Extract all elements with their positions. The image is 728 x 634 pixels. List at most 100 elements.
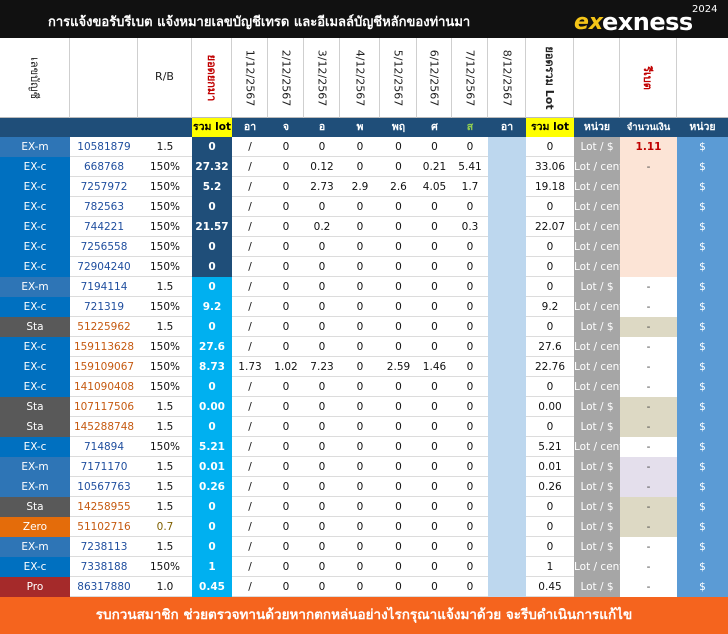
table-row: EX-c 159113628 150% 27.6 / 0 0 0 0 0 0 27.6 Lot / ce… bbox=[0, 337, 728, 357]
unit: Lot / cent bbox=[574, 337, 620, 357]
total-lot: 9.2 bbox=[541, 301, 559, 313]
header-rb-col: R/B bbox=[138, 38, 192, 118]
total-lot: 0 bbox=[546, 521, 554, 533]
account-number: 159113628 bbox=[73, 341, 135, 353]
currency: $ bbox=[677, 457, 728, 477]
total-lot: 22.76 bbox=[534, 361, 566, 373]
carried-total: 0 bbox=[192, 137, 232, 157]
sub-total-lot: รวม lot bbox=[192, 118, 232, 137]
day-7-lot: 0 bbox=[466, 461, 474, 473]
sub-unit: หน่วย bbox=[583, 121, 611, 133]
day-7-lot: 0 bbox=[466, 361, 474, 373]
rebate-rate: 150% bbox=[149, 221, 181, 233]
rebate-amount: - bbox=[620, 277, 677, 297]
day-1-lot: / bbox=[248, 161, 252, 173]
day-2-lot: 0 bbox=[282, 161, 290, 173]
header-rebate-label: รีเบต bbox=[641, 65, 654, 90]
day-7-lot: 0 bbox=[466, 261, 474, 273]
account-type: Sta bbox=[0, 397, 70, 417]
day-7-lot: 0 bbox=[466, 201, 474, 213]
day-1-lot: / bbox=[248, 461, 252, 473]
day-4-lot: 2.9 bbox=[351, 181, 369, 193]
rebate-rate: 1.5 bbox=[156, 421, 174, 433]
rebate-rate: 0.7 bbox=[156, 521, 174, 533]
day-8-lot bbox=[488, 457, 526, 477]
day-4-lot: 0 bbox=[356, 301, 364, 313]
day-7-lot: 0 bbox=[466, 341, 474, 353]
day-3-lot: 0 bbox=[318, 241, 326, 253]
total-lot: 0 bbox=[546, 281, 554, 293]
rebate-rate: 1.5 bbox=[156, 401, 174, 413]
rebate-rate: 150% bbox=[149, 441, 181, 453]
header-date-label: 6/12/2567 bbox=[427, 49, 441, 106]
account-type: EX-c bbox=[0, 257, 70, 277]
account-number: 51225962 bbox=[77, 321, 131, 333]
currency: $ bbox=[677, 437, 728, 457]
rebate-table: EX-m 10581879 1.5 0/0 0 0 0 0 0 0 Lot / $1.11 $ EX-c… bbox=[0, 137, 728, 597]
top-bar: การแจ้งขอรับรีเบต แจ้งหมายเลขบัญชีเทรด แ… bbox=[0, 0, 728, 38]
day-4-lot: 0 bbox=[356, 241, 364, 253]
sub-day: ส bbox=[466, 121, 474, 133]
rebate-amount bbox=[620, 197, 677, 217]
day-2-lot: 0 bbox=[282, 241, 290, 253]
day-3-lot: 0 bbox=[318, 321, 326, 333]
rebate-amount bbox=[620, 217, 677, 237]
header-date-5: 5/12/2567 bbox=[380, 38, 417, 118]
day-7-lot: 0 bbox=[466, 401, 474, 413]
day-4-lot: 0 bbox=[356, 261, 364, 273]
account-number: 7338188 bbox=[80, 561, 128, 573]
day-2-lot: 0 bbox=[282, 221, 290, 233]
header-slot-label: ยอดยกมา bbox=[204, 54, 218, 101]
day-1-lot: / bbox=[248, 201, 252, 213]
day-6-lot: 0 bbox=[431, 461, 438, 473]
day-4-lot: 0 bbox=[356, 341, 364, 353]
table-row: EX-m 7238113 1.5 0 / 0 0 0 0 0 0 0 Lot / $ - $ bbox=[0, 537, 728, 557]
day-6-lot: 1.46 bbox=[422, 361, 447, 373]
account-type: EX-c bbox=[0, 437, 70, 457]
carried-total: 0.26 bbox=[192, 477, 232, 497]
header-date-8: 8/12/2567 bbox=[488, 38, 526, 118]
account-number: 714894 bbox=[83, 441, 125, 453]
rebate-amount: - bbox=[620, 497, 677, 517]
unit: Lot / cent bbox=[574, 437, 620, 457]
sub-day: อ bbox=[318, 121, 326, 133]
unit: Lot / cent bbox=[574, 197, 620, 217]
unit: Lot / cent bbox=[574, 297, 620, 317]
day-3-lot: 0 bbox=[318, 401, 326, 413]
sub-unit-2: หน่วย bbox=[689, 121, 716, 133]
total-lot: 27.6 bbox=[538, 341, 562, 353]
header-rebate-col: รีเบต bbox=[620, 38, 677, 118]
table-row: EX-c 668768 150% 27.32 / 0 0.12 0 0 0.21 5.41 33.06… bbox=[0, 157, 728, 177]
day-3-lot: 0 bbox=[318, 141, 326, 153]
day-5-lot: 0 bbox=[395, 481, 402, 493]
account-type: Pro bbox=[0, 577, 70, 597]
account-number: 159109067 bbox=[73, 361, 135, 373]
day-7-lot: 0 bbox=[466, 581, 474, 593]
account-number: 10581879 bbox=[77, 141, 131, 153]
header-date-label: 5/12/2567 bbox=[391, 49, 405, 106]
unit: Lot / $ bbox=[574, 137, 620, 157]
header-date-4: 4/12/2567 bbox=[340, 38, 380, 118]
total-lot: 0.26 bbox=[538, 481, 562, 493]
currency: $ bbox=[677, 317, 728, 337]
rebate-rate: 1.5 bbox=[156, 461, 174, 473]
logo-mark-icon: ex bbox=[574, 10, 604, 35]
unit: Lot / $ bbox=[574, 317, 620, 337]
day-5-lot: 0 bbox=[395, 221, 402, 233]
day-1-lot: / bbox=[248, 581, 252, 593]
day-2-lot: 0 bbox=[282, 501, 290, 513]
carried-total: 0 bbox=[192, 257, 232, 277]
rebate-rate: 150% bbox=[149, 241, 181, 253]
day-3-lot: 0 bbox=[318, 281, 326, 293]
rebate-rate: 1.5 bbox=[156, 141, 174, 153]
account-type: Sta bbox=[0, 497, 70, 517]
header-date-7: 7/12/2567 bbox=[452, 38, 488, 118]
day-5-lot: 2.6 bbox=[390, 181, 407, 193]
day-6-lot: 0 bbox=[431, 401, 438, 413]
day-4-lot: 0 bbox=[356, 441, 364, 453]
day-4-lot: 0 bbox=[356, 361, 364, 373]
day-1-lot: / bbox=[248, 281, 252, 293]
day-7-lot: 0 bbox=[466, 501, 474, 513]
page-title: การแจ้งขอรับรีเบต แจ้งหมายเลขบัญชีเทรด แ… bbox=[48, 15, 471, 30]
rebate-amount: - bbox=[620, 477, 677, 497]
